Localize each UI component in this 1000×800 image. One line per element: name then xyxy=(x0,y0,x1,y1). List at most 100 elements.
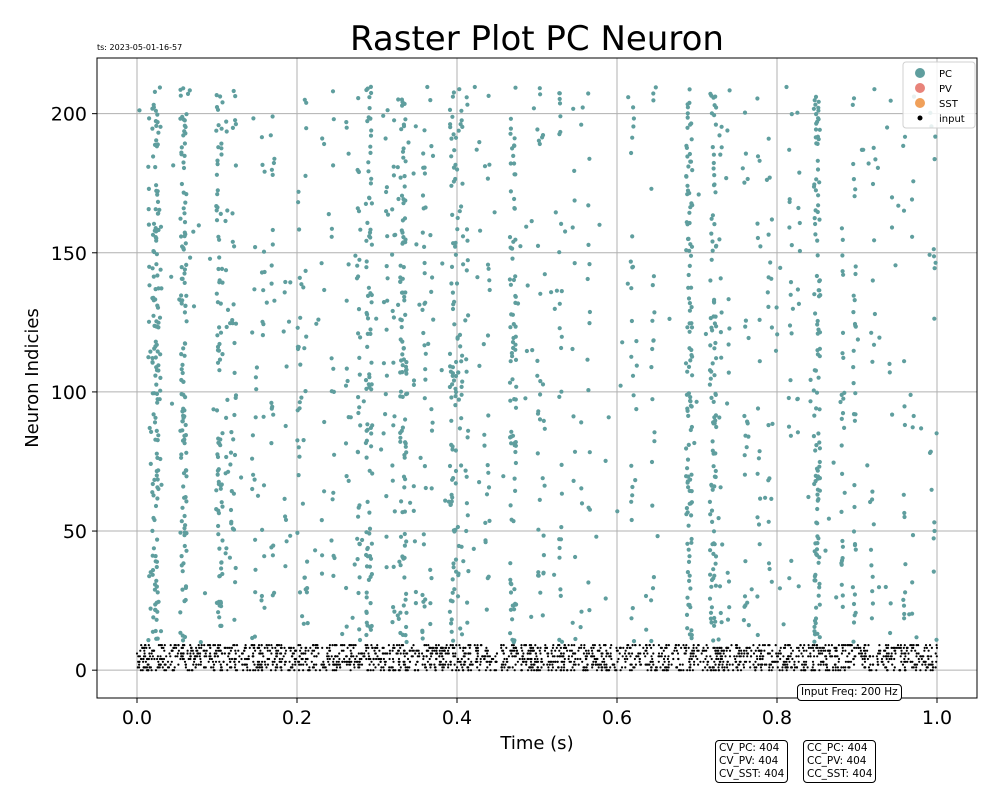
pc-spike xyxy=(887,370,892,375)
pc-spike xyxy=(511,277,516,283)
input-spike xyxy=(809,655,812,658)
input-spike xyxy=(338,652,341,655)
pc-spike xyxy=(685,183,690,188)
pc-spike xyxy=(181,160,186,165)
input-spike xyxy=(644,663,647,666)
pc-spike xyxy=(535,411,541,416)
pc-spike xyxy=(148,461,153,466)
input-spike xyxy=(378,649,381,652)
pc-spike xyxy=(302,346,307,351)
pc-spike xyxy=(423,351,428,356)
pc-spike xyxy=(932,266,937,271)
pc-spike xyxy=(465,513,470,518)
pc-spike xyxy=(685,541,690,546)
input-spike xyxy=(824,669,828,672)
input-spike xyxy=(342,649,345,652)
input-spike xyxy=(539,646,542,650)
pc-spike xyxy=(765,290,770,295)
input-spike xyxy=(786,644,790,647)
input-spike xyxy=(458,644,461,647)
pc-spike xyxy=(812,624,817,630)
input-spike xyxy=(842,666,845,669)
pc-spike xyxy=(688,253,694,258)
pc-spike xyxy=(667,316,672,321)
pc-spike xyxy=(450,114,455,119)
input-spike xyxy=(547,669,550,672)
pc-spike xyxy=(814,443,819,448)
input-spike xyxy=(247,655,250,658)
input-spike xyxy=(786,657,789,661)
pc-spike xyxy=(755,515,760,520)
pc-spike xyxy=(603,596,608,601)
pc-spike xyxy=(426,341,431,346)
pc-spike xyxy=(430,275,435,280)
pc-spike xyxy=(910,425,915,430)
input-spike xyxy=(334,655,337,658)
input-spike xyxy=(145,646,148,650)
input-spike xyxy=(144,655,147,658)
pc-spike xyxy=(508,131,513,136)
pc-spike xyxy=(451,90,456,95)
pc-spike xyxy=(508,189,513,194)
input-spike xyxy=(824,644,827,647)
pc-spike xyxy=(839,416,844,421)
input-spike xyxy=(903,660,906,663)
pc-spike xyxy=(453,403,458,408)
pc-spike xyxy=(150,553,155,558)
input-spike xyxy=(754,660,757,663)
input-spike xyxy=(164,669,168,672)
pc-spike xyxy=(155,537,160,542)
pc-spike xyxy=(305,586,310,591)
pc-spike xyxy=(888,601,893,606)
pc-spike xyxy=(215,162,220,167)
pc-spike xyxy=(483,520,488,526)
input-spike xyxy=(533,657,537,661)
input-spike xyxy=(230,646,233,650)
pc-spike xyxy=(191,229,196,234)
pc-spike xyxy=(481,342,486,347)
pc-spike xyxy=(384,209,389,214)
input-spike xyxy=(280,660,283,663)
pc-spike xyxy=(152,477,157,482)
input-spike xyxy=(652,663,655,666)
pc-spike xyxy=(214,507,219,512)
input-spike xyxy=(480,644,483,647)
pc-spike xyxy=(719,620,724,625)
pc-spike xyxy=(851,348,856,353)
input-spike xyxy=(140,644,143,647)
input-spike xyxy=(314,646,317,650)
input-spike xyxy=(657,660,660,663)
input-spike xyxy=(872,655,875,658)
input-spike xyxy=(365,646,368,650)
pc-spike xyxy=(838,399,843,405)
pc-spike xyxy=(217,368,222,373)
input-spike xyxy=(348,657,351,661)
input-spike xyxy=(318,669,322,672)
input-spike xyxy=(631,644,634,647)
input-spike xyxy=(758,655,762,658)
pc-spike xyxy=(711,152,717,157)
pc-spike xyxy=(449,183,454,188)
pc-spike xyxy=(169,401,175,406)
pc-spike xyxy=(220,431,225,436)
input-spike xyxy=(219,644,222,647)
input-spike xyxy=(444,646,447,650)
pc-spike xyxy=(852,543,858,548)
input-spike xyxy=(510,644,514,647)
input-spike xyxy=(931,666,935,669)
input-spike xyxy=(533,660,537,663)
pc-spike xyxy=(465,238,470,243)
input-spike xyxy=(734,644,738,647)
input-spike xyxy=(755,655,759,658)
pc-spike xyxy=(391,315,396,320)
input-spike xyxy=(752,652,756,655)
pc-spike xyxy=(398,370,403,375)
pc-spike xyxy=(727,605,732,610)
input-spike xyxy=(294,660,297,663)
input-spike xyxy=(399,646,402,650)
input-spike xyxy=(563,660,566,663)
input-spike xyxy=(299,663,303,666)
pc-spike xyxy=(408,500,413,505)
pc-spike xyxy=(813,232,818,237)
pc-spike xyxy=(769,579,774,584)
